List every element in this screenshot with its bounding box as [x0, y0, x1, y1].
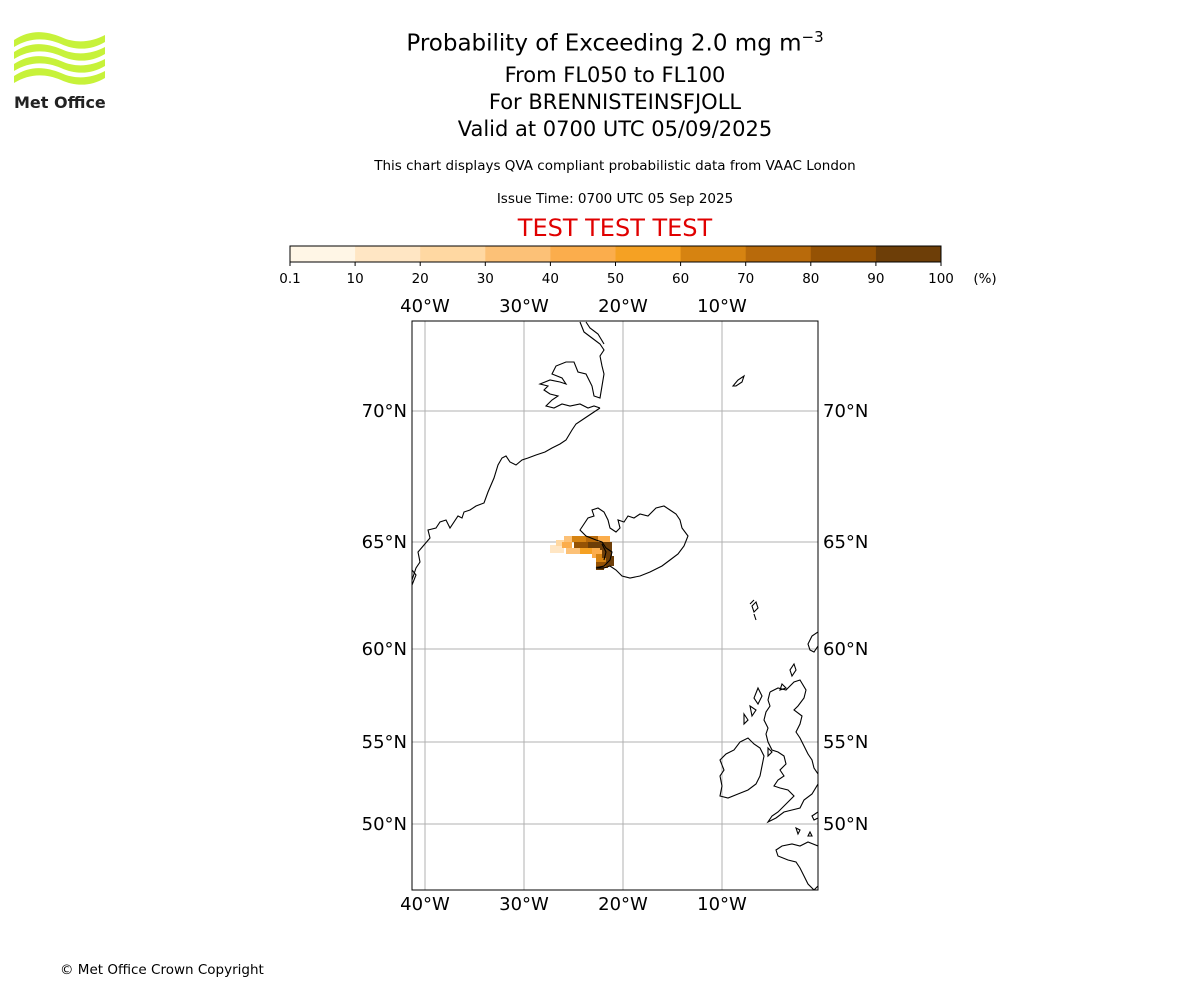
- lon-labels-bottom: 40°W 30°W 20°W 10°W: [400, 894, 747, 915]
- lon-label-bottom: 40°W: [400, 894, 450, 915]
- volcano-name: For BRENNISTEINSFJOLL: [488, 90, 742, 114]
- title-exponent: −3: [801, 28, 824, 46]
- lon-label-top: 30°W: [499, 296, 549, 317]
- lat-label-right: 70°N: [823, 401, 868, 422]
- colorbar-tick-label: 40: [542, 271, 559, 287]
- lat-label-left: 50°N: [362, 814, 407, 835]
- flight-levels: From FL050 to FL100: [504, 63, 726, 87]
- test-banner: TEST TEST TEST: [517, 214, 713, 242]
- colorbar-block: [550, 246, 616, 262]
- lat-label-right: 65°N: [823, 532, 868, 553]
- colorbar-block: [810, 246, 877, 262]
- lat-label-left: 70°N: [362, 401, 407, 422]
- colorbar-block: [290, 246, 356, 262]
- colorbar-block: [680, 246, 747, 262]
- valid-time: Valid at 0700 UTC 05/09/2025: [457, 117, 773, 141]
- coastlines: [412, 321, 818, 890]
- lat-label-left: 65°N: [362, 532, 407, 553]
- colorbar-unit: (%): [973, 271, 996, 287]
- lon-labels-top: 40°W 30°W 20°W 10°W: [400, 296, 747, 317]
- chart-title: Probability of Exceeding 2.0 mg m−3: [0, 28, 1200, 57]
- lat-label-right: 60°N: [823, 639, 868, 660]
- lon-label-top: 10°W: [697, 296, 747, 317]
- colorbar-block: [875, 246, 942, 262]
- colorbar-block: [745, 246, 812, 262]
- issue-time: Issue Time: 0700 UTC 05 Sep 2025: [496, 191, 734, 207]
- colorbar-block: [615, 246, 682, 262]
- colorbar-tick-label: 50: [607, 271, 624, 287]
- lat-label-right: 55°N: [823, 732, 868, 753]
- colorbar-blocks: [290, 246, 942, 262]
- colorbar-tick-label: 30: [477, 271, 494, 287]
- lat-label-left: 60°N: [362, 639, 407, 660]
- colorbar: 0.1 10 20 30 40 50 60 70 80 90 100 (%): [279, 245, 997, 287]
- map-frame: [411, 320, 819, 891]
- lon-label-top: 40°W: [400, 296, 450, 317]
- colorbar-tick-label: 70: [737, 271, 754, 287]
- colorbar-tick-label: 80: [802, 271, 819, 287]
- colorbar-block: [355, 246, 421, 262]
- colorbar-tick-label: 90: [867, 271, 884, 287]
- colorbar-tick-label: 100: [928, 271, 954, 287]
- lon-label-bottom: 10°W: [697, 894, 747, 915]
- map-gridlines: [412, 321, 818, 890]
- colorbar-block: [420, 246, 486, 262]
- colorbar-tick-label: 20: [412, 271, 429, 287]
- colorbar-tick-label: 60: [672, 271, 689, 287]
- ash-plume: [550, 536, 614, 570]
- colorbar-tick-label: 10: [347, 271, 364, 287]
- lat-label-right: 50°N: [823, 814, 868, 835]
- lon-label-top: 20°W: [598, 296, 648, 317]
- chart-description: This chart displays QVA compliant probab…: [374, 158, 856, 174]
- logo-text: Met Office: [14, 93, 106, 112]
- lat-label-left: 55°N: [362, 732, 407, 753]
- lon-label-bottom: 30°W: [499, 894, 549, 915]
- lon-label-bottom: 20°W: [598, 894, 648, 915]
- colorbar-tick-label: 0.1: [279, 271, 300, 287]
- copyright-notice: © Met Office Crown Copyright: [60, 962, 264, 978]
- title-main: Probability of Exceeding 2.0 mg m: [406, 30, 802, 57]
- lat-labels-right: 70°N 65°N 60°N 55°N 50°N: [823, 401, 868, 835]
- met-office-logo: Met Office: [14, 32, 106, 112]
- colorbar-block: [485, 246, 551, 262]
- lat-labels-left: 70°N 65°N 60°N 55°N 50°N: [362, 401, 407, 835]
